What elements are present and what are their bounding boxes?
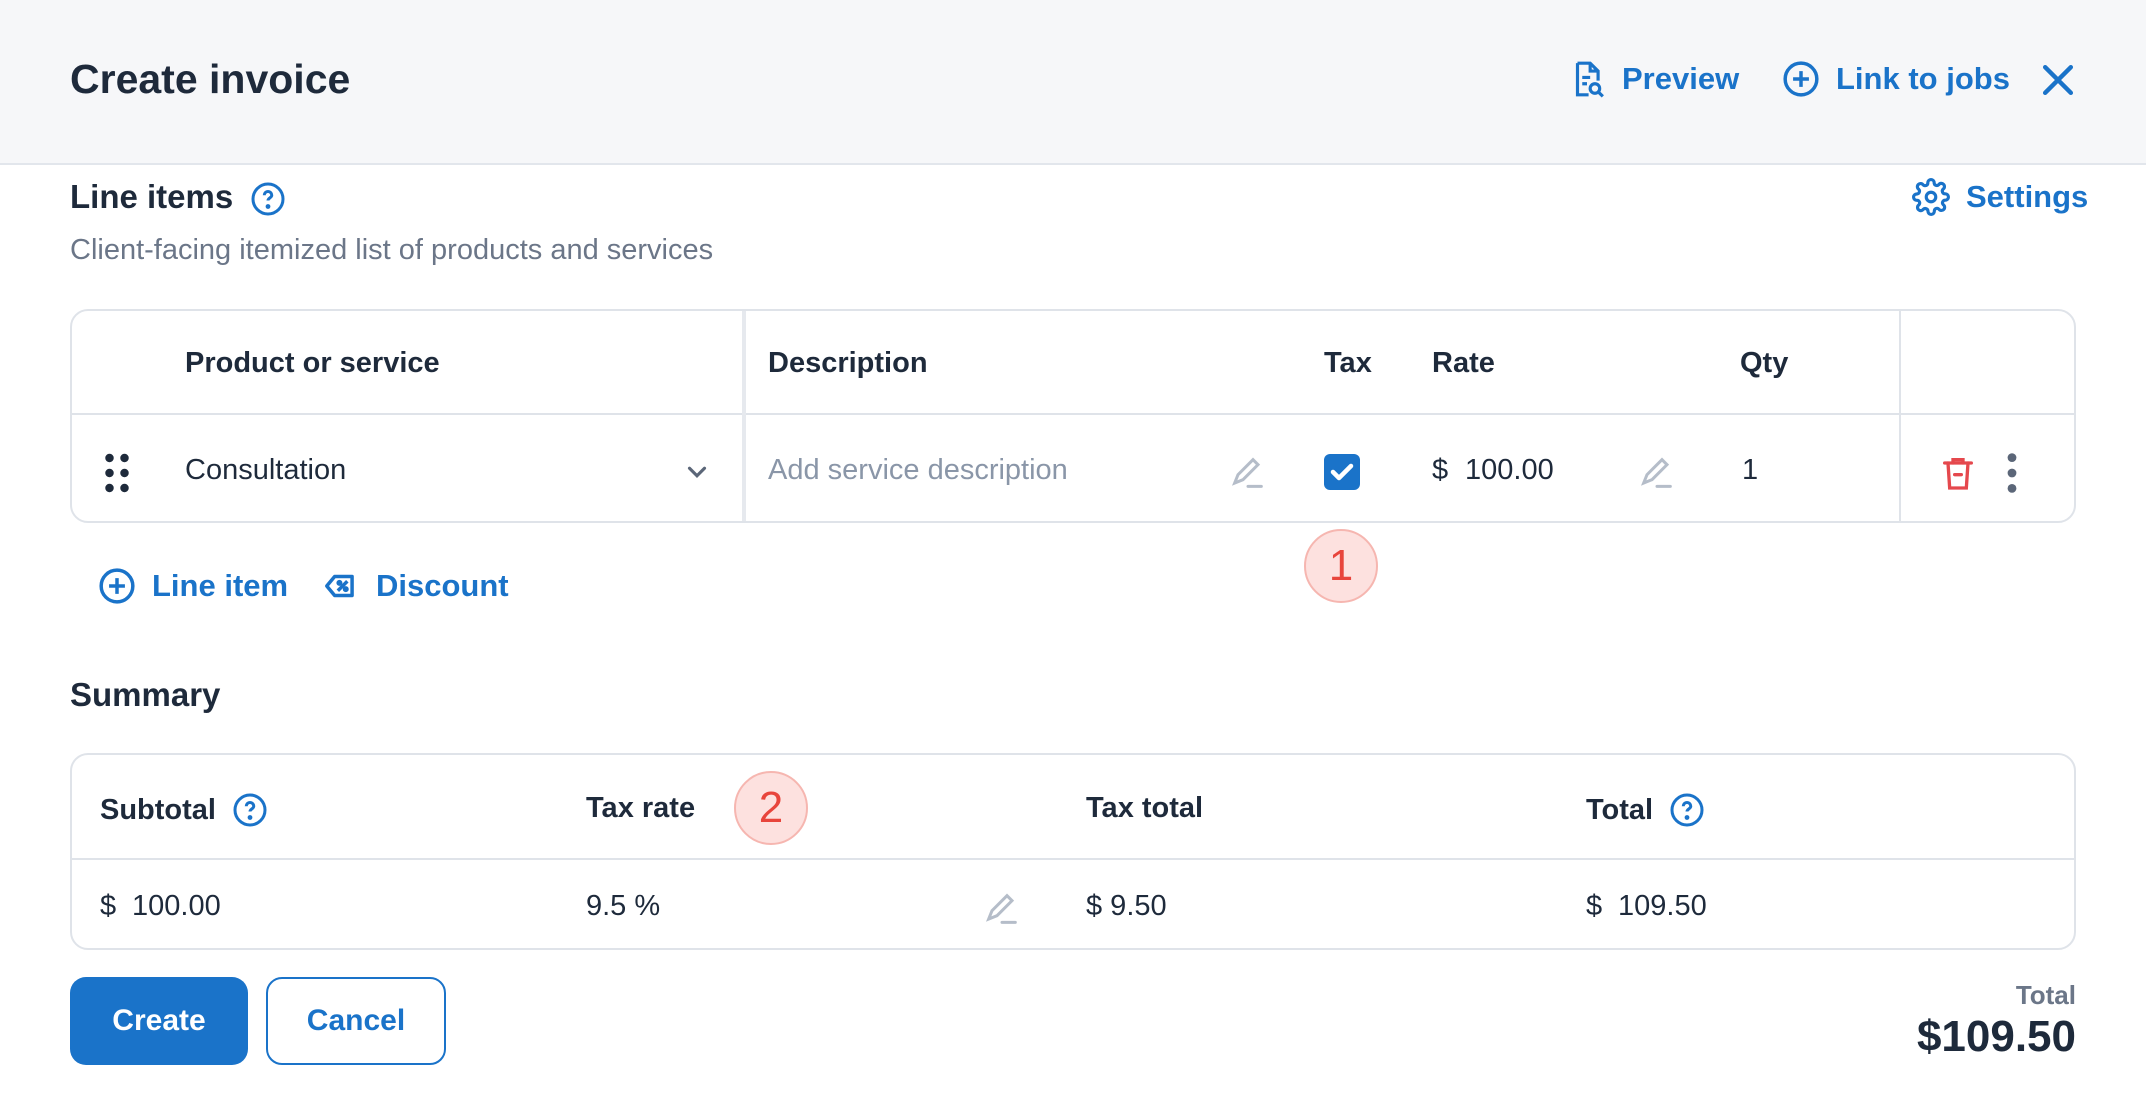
cancel-button[interactable]: Cancel — [266, 977, 446, 1065]
total-value: 109.50 — [1618, 890, 1707, 922]
rate-currency: $ — [1432, 454, 1449, 486]
subtotal-currency: $ — [100, 890, 117, 922]
line-items-table: Product or service Description Tax Rate … — [70, 309, 2076, 523]
subtotal-header: Subtotal — [100, 792, 268, 828]
qty-input[interactable]: 1 — [1742, 454, 1759, 486]
add-discount-button[interactable]: Discount — [322, 567, 509, 605]
description-input[interactable]: Add service description — [768, 454, 1068, 486]
add-line-item-label: Line item — [152, 568, 289, 603]
drag-handle-icon[interactable] — [102, 453, 132, 493]
check-icon — [1330, 463, 1354, 481]
line-items-heading: Line items — [70, 178, 286, 217]
column-divider — [1899, 311, 1901, 521]
preview-icon — [1575, 61, 1604, 98]
link-to-jobs-button[interactable]: Link to jobs — [1782, 60, 2010, 98]
total-header: Total — [1586, 792, 1705, 828]
edit-pencil-icon[interactable] — [1637, 453, 1677, 493]
page-title: Create invoice — [70, 56, 351, 102]
footer-total-amount: $109.50 — [1916, 1012, 2076, 1061]
add-discount-label: Discount — [376, 568, 509, 603]
subtotal-header-label: Subtotal — [100, 793, 216, 826]
modal-header: Create invoice Preview Link to jobs — [0, 0, 2146, 165]
preview-label: Preview — [1622, 61, 1740, 96]
tax-rate-header: Tax rate — [586, 792, 696, 824]
annotation-marker: 1 — [1304, 529, 1378, 603]
settings-label: Settings — [1966, 179, 2089, 214]
tax-rate-value[interactable]: 9.5 % — [586, 890, 661, 922]
summary-title: Summary — [70, 676, 221, 713]
table-header-row — [72, 311, 2074, 415]
plus-circle-icon — [99, 568, 135, 604]
edit-pencil-icon[interactable] — [1228, 453, 1268, 493]
preview-button[interactable]: Preview — [1568, 60, 1739, 98]
rate-input[interactable]: 100.00 — [1465, 454, 1554, 486]
plus-circle-icon — [1783, 61, 1819, 97]
gear-icon — [1912, 178, 1950, 216]
help-icon[interactable] — [250, 181, 286, 217]
summary-table: Subtotal Tax rate Tax total Total $ 100.… — [70, 753, 2076, 950]
column-header-rate: Rate — [1432, 347, 1495, 379]
chevron-down-icon[interactable] — [682, 457, 712, 487]
column-header-tax: Tax — [1324, 347, 1372, 379]
line-items-title: Line items — [70, 178, 234, 215]
line-items-subtitle: Client-facing itemized list of products … — [70, 234, 714, 266]
add-line-item-button[interactable]: Line item — [98, 567, 288, 605]
annotation-marker: 2 — [734, 771, 808, 845]
tax-checkbox[interactable] — [1324, 454, 1360, 490]
close-icon[interactable] — [2036, 58, 2080, 102]
total-currency: $ — [1586, 890, 1603, 922]
footer-total-label: Total — [2015, 980, 2076, 1010]
more-vertical-icon[interactable] — [1998, 451, 2026, 495]
column-divider — [742, 311, 746, 521]
create-button[interactable]: Create — [70, 977, 248, 1065]
help-icon[interactable] — [1669, 792, 1705, 828]
help-icon[interactable] — [232, 792, 268, 828]
link-to-jobs-label: Link to jobs — [1836, 61, 2010, 96]
tax-total-header: Tax total — [1086, 792, 1204, 824]
column-header-product: Product or service — [185, 347, 440, 379]
total-header-label: Total — [1586, 793, 1654, 826]
edit-pencil-icon[interactable] — [982, 889, 1022, 929]
column-header-description: Description — [768, 347, 928, 379]
trash-icon[interactable] — [1938, 453, 1978, 493]
product-select-value[interactable]: Consultation — [185, 454, 347, 486]
subtotal-value: 100.00 — [132, 890, 221, 922]
summary-header-row — [72, 755, 2074, 860]
column-header-qty: Qty — [1740, 347, 1789, 379]
tax-total-value: $ 9.50 — [1086, 890, 1167, 922]
settings-button[interactable]: Settings — [1912, 178, 2088, 216]
tag-icon — [325, 574, 354, 598]
